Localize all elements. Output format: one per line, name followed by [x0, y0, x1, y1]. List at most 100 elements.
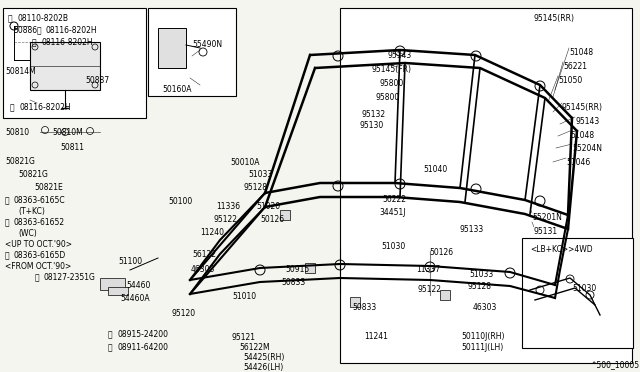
Bar — [148, 8, 236, 96]
Bar — [108, 287, 128, 295]
Text: 50821G: 50821G — [5, 157, 35, 166]
Text: 56222: 56222 — [382, 195, 406, 204]
Text: Ⓥ: Ⓥ — [108, 330, 113, 339]
Text: 51048: 51048 — [569, 48, 593, 57]
Bar — [350, 297, 360, 307]
Text: ^500_10005: ^500_10005 — [590, 360, 639, 369]
Bar — [305, 263, 315, 273]
Text: 50811: 50811 — [60, 143, 84, 152]
Bar — [158, 28, 186, 68]
Text: Ⓝ: Ⓝ — [108, 343, 113, 352]
Text: 51100: 51100 — [118, 257, 142, 266]
Text: 51010: 51010 — [232, 292, 256, 301]
Text: 95133: 95133 — [459, 225, 483, 234]
Text: Ⓑ: Ⓑ — [10, 103, 15, 112]
Text: 51033: 51033 — [469, 270, 493, 279]
Text: 50915: 50915 — [285, 265, 309, 274]
Text: Ⓢ: Ⓢ — [5, 251, 10, 260]
Text: 51048: 51048 — [570, 131, 594, 140]
Text: 95128: 95128 — [244, 183, 268, 192]
Bar — [100, 278, 125, 290]
Text: 55201N: 55201N — [532, 213, 562, 222]
Text: 51046: 51046 — [566, 158, 590, 167]
Text: 95120: 95120 — [171, 309, 195, 318]
Text: 51030: 51030 — [381, 242, 405, 251]
Text: 50821G: 50821G — [18, 170, 48, 179]
Text: 50821E: 50821E — [34, 183, 63, 192]
Text: 95132: 95132 — [361, 110, 385, 119]
Text: 11337: 11337 — [416, 265, 440, 274]
Text: Ⓢ: Ⓢ — [5, 196, 10, 205]
Text: 95800: 95800 — [379, 79, 403, 88]
Text: 55490N: 55490N — [192, 40, 222, 49]
Text: 50126: 50126 — [260, 215, 284, 224]
Text: 08110-8202B: 08110-8202B — [17, 14, 68, 23]
Text: 51020: 51020 — [256, 202, 280, 211]
Text: <LB+KC>>4WD: <LB+KC>>4WD — [530, 245, 593, 254]
Text: 11241: 11241 — [364, 332, 388, 341]
Text: 95122: 95122 — [213, 215, 237, 224]
Text: (T+KC): (T+KC) — [18, 207, 45, 216]
Text: 50833: 50833 — [281, 278, 305, 287]
Text: 08915-24200: 08915-24200 — [117, 330, 168, 339]
Text: 95131: 95131 — [534, 227, 558, 236]
Text: 54460A: 54460A — [120, 294, 150, 303]
Text: Ⓑ: Ⓑ — [35, 273, 40, 282]
Text: 08911-64200: 08911-64200 — [117, 343, 168, 352]
Text: 51050: 51050 — [558, 76, 582, 85]
Text: 56122: 56122 — [192, 250, 216, 259]
Text: Ⓢ: Ⓢ — [5, 218, 10, 227]
Text: 54425(RH): 54425(RH) — [243, 353, 284, 362]
Text: 08363-6165D: 08363-6165D — [14, 251, 67, 260]
Text: 08116-8202H: 08116-8202H — [19, 103, 70, 112]
Text: <FROM OCT.'90>: <FROM OCT.'90> — [5, 262, 71, 271]
Text: 95145(RR): 95145(RR) — [533, 14, 574, 23]
Text: 95130: 95130 — [359, 121, 383, 130]
Text: 95143: 95143 — [388, 51, 412, 60]
Text: 50810: 50810 — [5, 128, 29, 137]
Text: (WC): (WC) — [18, 229, 36, 238]
Text: 50810M: 50810M — [52, 128, 83, 137]
Text: Ⓑ: Ⓑ — [32, 38, 36, 47]
Text: 50814M: 50814M — [5, 67, 36, 76]
Text: 50010A: 50010A — [230, 158, 259, 167]
Bar — [522, 238, 633, 348]
Text: 08363-6165C: 08363-6165C — [14, 196, 66, 205]
Text: 95800: 95800 — [375, 93, 399, 102]
Text: 50887: 50887 — [85, 76, 109, 85]
Text: 95121: 95121 — [231, 333, 255, 342]
Text: 95145(RR): 95145(RR) — [562, 103, 603, 112]
Text: 46303: 46303 — [473, 303, 497, 312]
Text: 50111J(LH): 50111J(LH) — [461, 343, 503, 352]
Text: 50160A: 50160A — [162, 85, 191, 94]
Text: 51033: 51033 — [248, 170, 272, 179]
Text: <UP TO OCT.'90>: <UP TO OCT.'90> — [5, 240, 72, 249]
Text: 55204N: 55204N — [572, 144, 602, 153]
Bar — [3, 8, 146, 118]
Text: 95122: 95122 — [417, 285, 441, 294]
Bar — [280, 210, 290, 220]
Text: 56221: 56221 — [563, 62, 587, 71]
Bar — [340, 8, 632, 363]
Text: 34451J: 34451J — [379, 208, 406, 217]
Text: 08116-8202H: 08116-8202H — [46, 26, 98, 35]
Text: 54460: 54460 — [126, 281, 150, 290]
Text: 46303: 46303 — [191, 265, 216, 274]
Text: 50100: 50100 — [168, 197, 192, 206]
Text: 50126: 50126 — [429, 248, 453, 257]
Bar — [30, 42, 100, 90]
Text: 54426(LH): 54426(LH) — [243, 363, 284, 372]
Text: 50886: 50886 — [13, 26, 37, 35]
Text: 95128: 95128 — [467, 282, 491, 291]
Text: 51030: 51030 — [572, 284, 596, 293]
Text: 50110J(RH): 50110J(RH) — [461, 332, 504, 341]
Bar — [440, 290, 450, 300]
Text: 95145(FR): 95145(FR) — [371, 65, 411, 74]
Text: 08363-61652: 08363-61652 — [14, 218, 65, 227]
Text: 50833: 50833 — [352, 303, 376, 312]
Text: 08116-8202H: 08116-8202H — [41, 38, 93, 47]
Text: 08127-2351G: 08127-2351G — [44, 273, 96, 282]
Text: 95143: 95143 — [575, 117, 599, 126]
Text: 56122M: 56122M — [239, 343, 269, 352]
Text: 11240: 11240 — [200, 228, 224, 237]
